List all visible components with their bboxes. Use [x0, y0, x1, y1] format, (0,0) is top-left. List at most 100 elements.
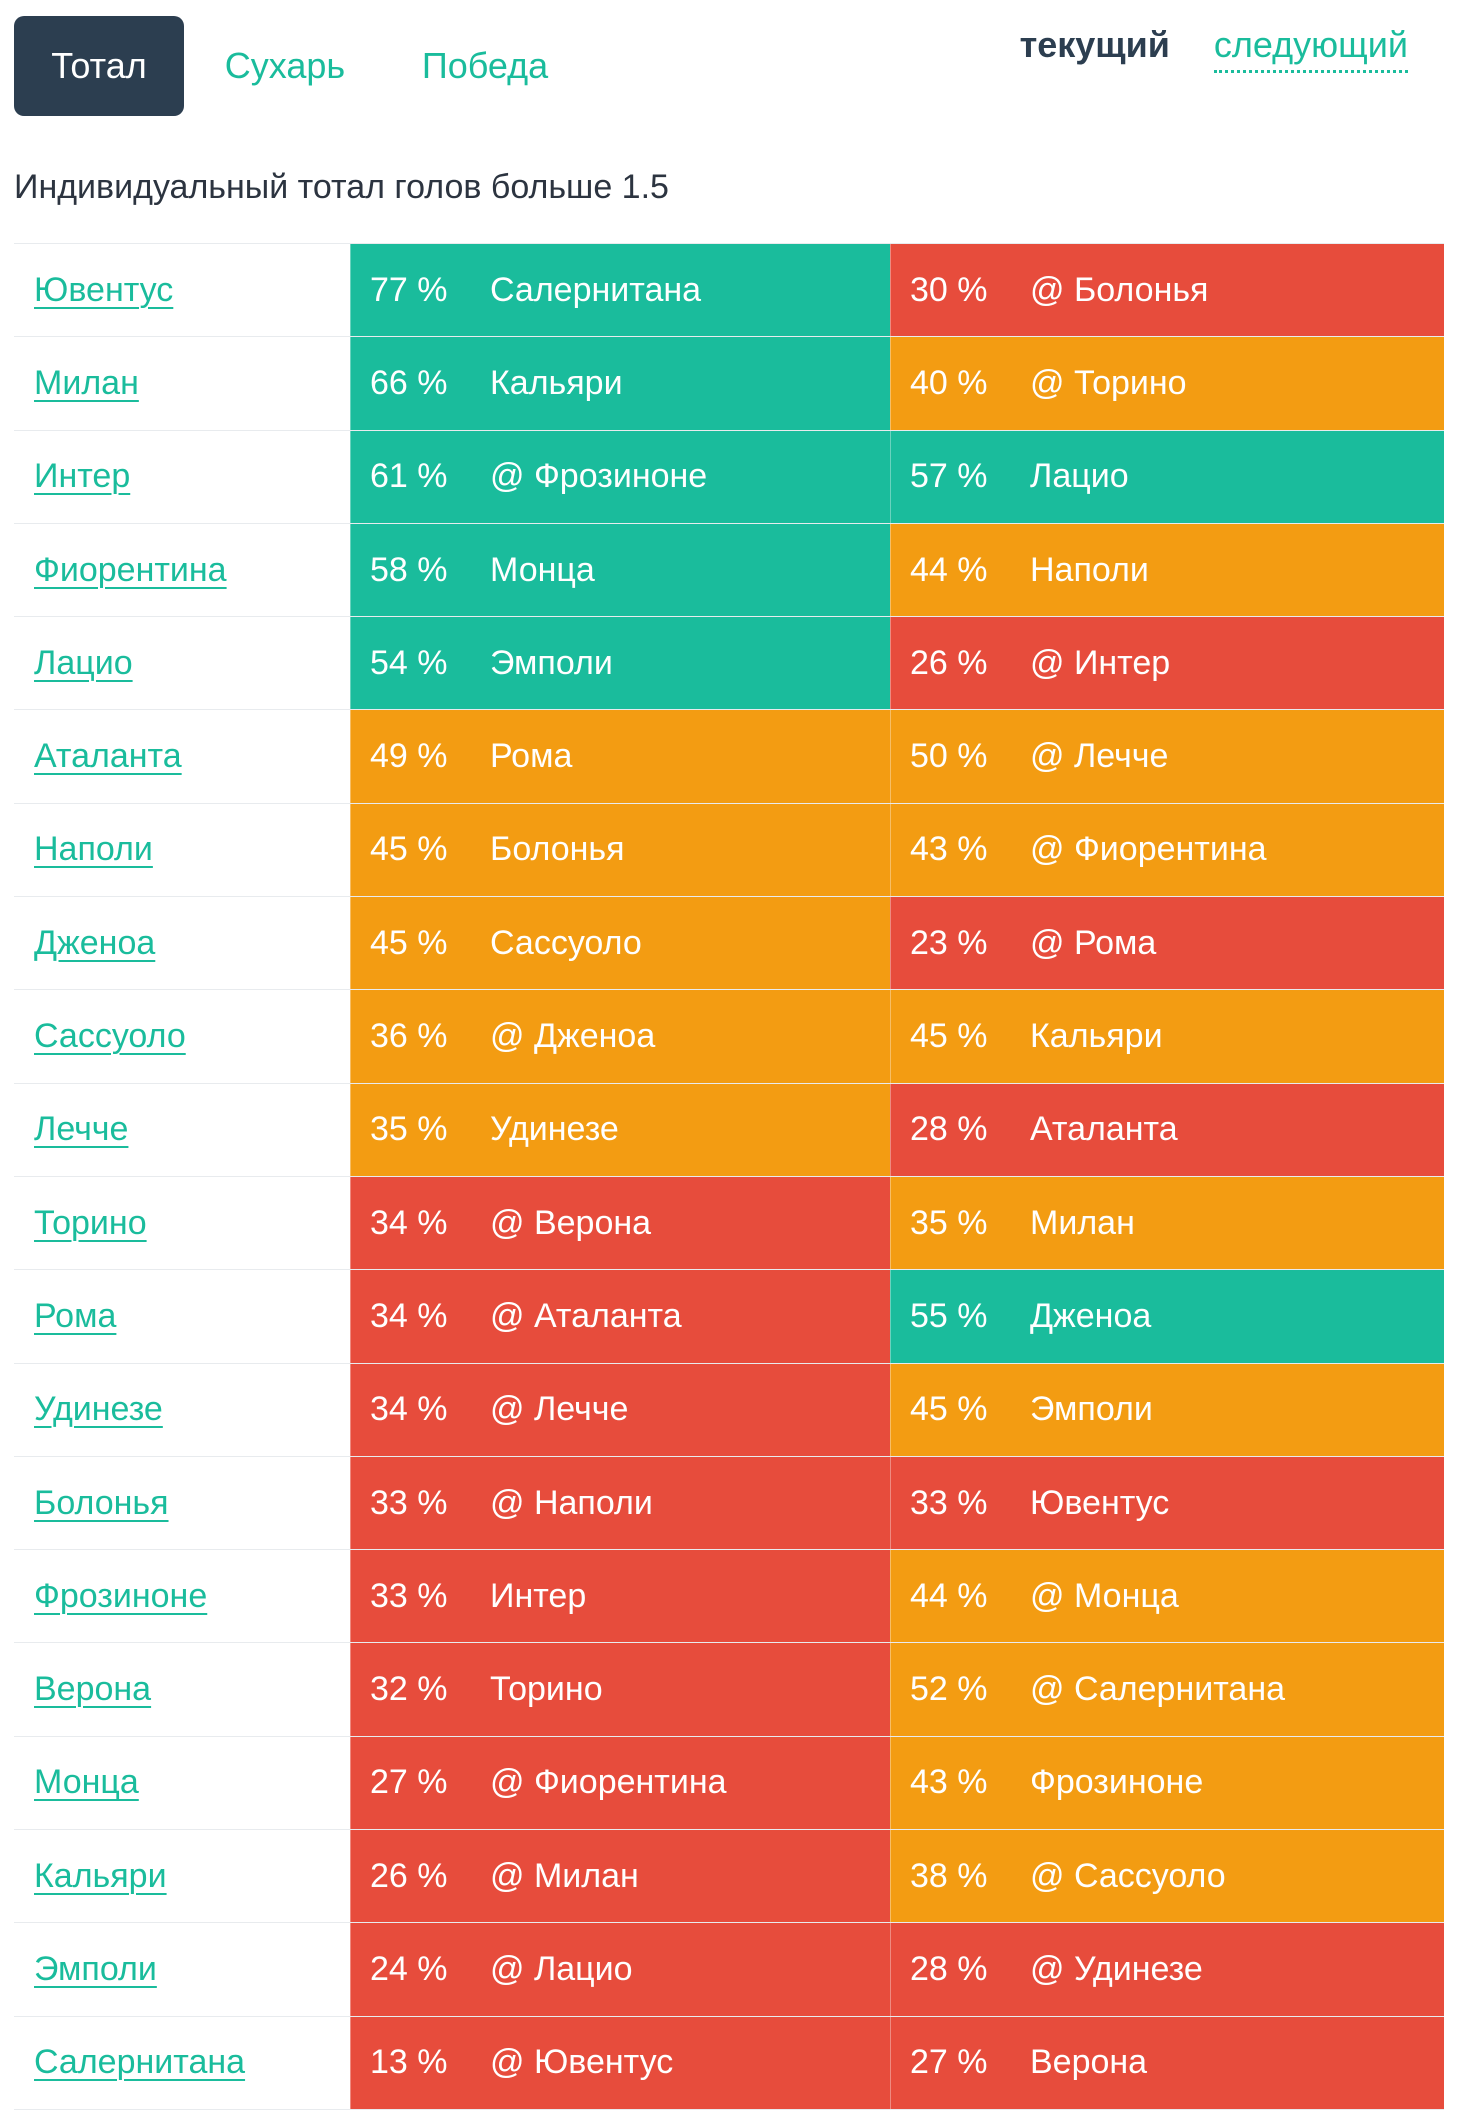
current-percent: 34 %	[370, 1203, 448, 1242]
next-match-cell: 43 % Фрозиноне	[890, 1736, 1444, 1830]
next-match-cell: 26 % @ Интер	[890, 617, 1444, 710]
next-percent: 35 %	[910, 1203, 988, 1242]
next-match-cell: 43 % @ Фиорентина	[890, 803, 1444, 897]
table-row: Сассуоло 36 % @ Дженоа 45 % Кальяри	[14, 989, 1444, 1083]
current-opponent: @ Фиорентина	[490, 1763, 727, 1802]
next-opponent: @ Торино	[1030, 363, 1187, 402]
next-match-cell: 23 % @ Рома	[890, 897, 1444, 990]
next-match-cell: 45 % Кальяри	[890, 990, 1444, 1083]
table-title: Индивидуальный тотал голов больше 1.5	[14, 168, 669, 206]
tab-clean-sheet[interactable]: Сухарь	[224, 45, 346, 86]
team-link[interactable]: Торино	[34, 1203, 147, 1242]
current-match-cell: 45 % Болонья	[350, 803, 890, 897]
table-row: Интер 61 % @ Фрозиноне 57 % Лацио	[14, 429, 1444, 523]
current-percent: 49 %	[370, 737, 448, 776]
next-percent: 38 %	[910, 1856, 988, 1895]
team-cell: Милан	[14, 337, 350, 429]
next-opponent: @ Удинезе	[1030, 1949, 1203, 1988]
next-percent: 40 %	[910, 363, 988, 402]
team-link[interactable]: Аталанта	[34, 737, 182, 776]
next-opponent: Кальяри	[1030, 1017, 1163, 1056]
next-opponent: @ Рома	[1030, 923, 1157, 962]
table-row: Монца 27 % @ Фиорентина 43 % Фрозиноне	[14, 1735, 1444, 1830]
team-link[interactable]: Лечче	[34, 1110, 129, 1149]
team-cell: Дженоа	[14, 897, 350, 989]
team-link[interactable]: Кальяри	[34, 1856, 167, 1895]
next-percent: 50 %	[910, 737, 988, 776]
team-link[interactable]: Монца	[34, 1763, 139, 1802]
team-cell: Болонья	[14, 1457, 350, 1549]
table-row: Торино 34 % @ Верона 35 % Милан	[14, 1175, 1444, 1270]
team-link[interactable]: Дженоа	[34, 923, 156, 962]
team-link[interactable]: Болонья	[34, 1483, 169, 1522]
team-link[interactable]: Интер	[34, 457, 131, 496]
team-link[interactable]: Рома	[34, 1296, 117, 1335]
table-row: Милан 66 % Кальяри 40 % @ Торино	[14, 336, 1444, 430]
period-switch: текущий следующий	[1020, 24, 1408, 73]
team-link[interactable]: Лацио	[34, 643, 133, 682]
next-percent: 43 %	[910, 830, 988, 869]
current-match-cell: 58 % Монца	[350, 523, 890, 617]
current-percent: 54 %	[370, 643, 448, 682]
team-cell: Интер	[14, 431, 350, 523]
current-opponent: @ Дженоа	[490, 1017, 656, 1056]
current-opponent: Сассуоло	[490, 923, 642, 962]
next-match-cell: 35 % Милан	[890, 1176, 1444, 1270]
current-percent: 61 %	[370, 457, 448, 496]
current-match-cell: 34 % @ Аталанта	[350, 1270, 890, 1363]
next-opponent: @ Фиорентина	[1030, 830, 1267, 869]
team-link[interactable]: Ювентус	[34, 270, 174, 309]
next-match-cell: 55 % Дженоа	[890, 1270, 1444, 1363]
team-link[interactable]: Верона	[34, 1670, 152, 1709]
current-opponent: Болонья	[490, 830, 625, 869]
current-opponent: Интер	[490, 1576, 587, 1615]
next-match-cell: 28 % @ Удинезе	[890, 1923, 1444, 2016]
current-match-cell: 77 % Салернитана	[350, 244, 890, 337]
team-link[interactable]: Милан	[34, 363, 139, 402]
next-opponent: Фрозиноне	[1030, 1763, 1204, 1802]
team-link[interactable]: Наполи	[34, 830, 153, 869]
current-opponent: Эмполи	[490, 643, 613, 682]
team-link[interactable]: Сассуоло	[34, 1017, 186, 1056]
team-cell: Эмполи	[14, 1923, 350, 2015]
next-match-cell: 52 % @ Салернитана	[890, 1643, 1444, 1736]
team-cell: Кальяри	[14, 1830, 350, 1922]
team-link[interactable]: Удинезе	[34, 1390, 163, 1429]
current-match-cell: 34 % @ Лечче	[350, 1363, 890, 1456]
current-percent: 32 %	[370, 1670, 448, 1709]
period-next-link[interactable]: следующий	[1213, 24, 1408, 73]
current-match-cell: 32 % Торино	[350, 1643, 890, 1736]
tab-bar: Тотал Сухарь Победа	[14, 16, 590, 116]
next-percent: 57 %	[910, 457, 988, 496]
team-link[interactable]: Салернитана	[34, 2043, 246, 2082]
team-cell: Торино	[14, 1177, 350, 1269]
current-percent: 35 %	[370, 1110, 448, 1149]
next-opponent: Лацио	[1030, 457, 1129, 496]
tab-win[interactable]: Победа	[421, 45, 549, 86]
tab-total[interactable]: Тотал	[14, 16, 184, 116]
table-row: Наполи 45 % Болонья 43 % @ Фиорентина	[14, 802, 1444, 897]
current-match-cell: 49 % Рома	[350, 710, 890, 803]
team-link[interactable]: Фрозиноне	[34, 1576, 208, 1615]
current-percent: 13 %	[370, 2043, 448, 2082]
next-percent: 33 %	[910, 1483, 988, 1522]
next-percent: 52 %	[910, 1670, 988, 1709]
next-opponent: @ Болонья	[1030, 270, 1209, 309]
next-opponent: @ Интер	[1030, 643, 1171, 682]
current-match-cell: 36 % @ Дженоа	[350, 990, 890, 1083]
current-match-cell: 24 % @ Лацио	[350, 1923, 890, 2016]
current-percent: 34 %	[370, 1390, 448, 1429]
team-cell: Рома	[14, 1270, 350, 1362]
next-percent: 55 %	[910, 1296, 988, 1335]
current-match-cell: 45 % Сассуоло	[350, 897, 890, 990]
team-link[interactable]: Фиорентина	[34, 550, 227, 589]
current-match-cell: 33 % Интер	[350, 1550, 890, 1643]
team-cell: Аталанта	[14, 710, 350, 802]
current-match-cell: 34 % @ Верона	[350, 1176, 890, 1270]
team-cell: Сассуоло	[14, 990, 350, 1082]
next-match-cell: 38 % @ Сассуоло	[890, 1830, 1444, 1923]
current-opponent: @ Аталанта	[490, 1296, 682, 1335]
next-match-cell: 57 % Лацио	[890, 430, 1444, 523]
team-link[interactable]: Эмполи	[34, 1949, 157, 1988]
team-cell: Фиорентина	[14, 524, 350, 616]
